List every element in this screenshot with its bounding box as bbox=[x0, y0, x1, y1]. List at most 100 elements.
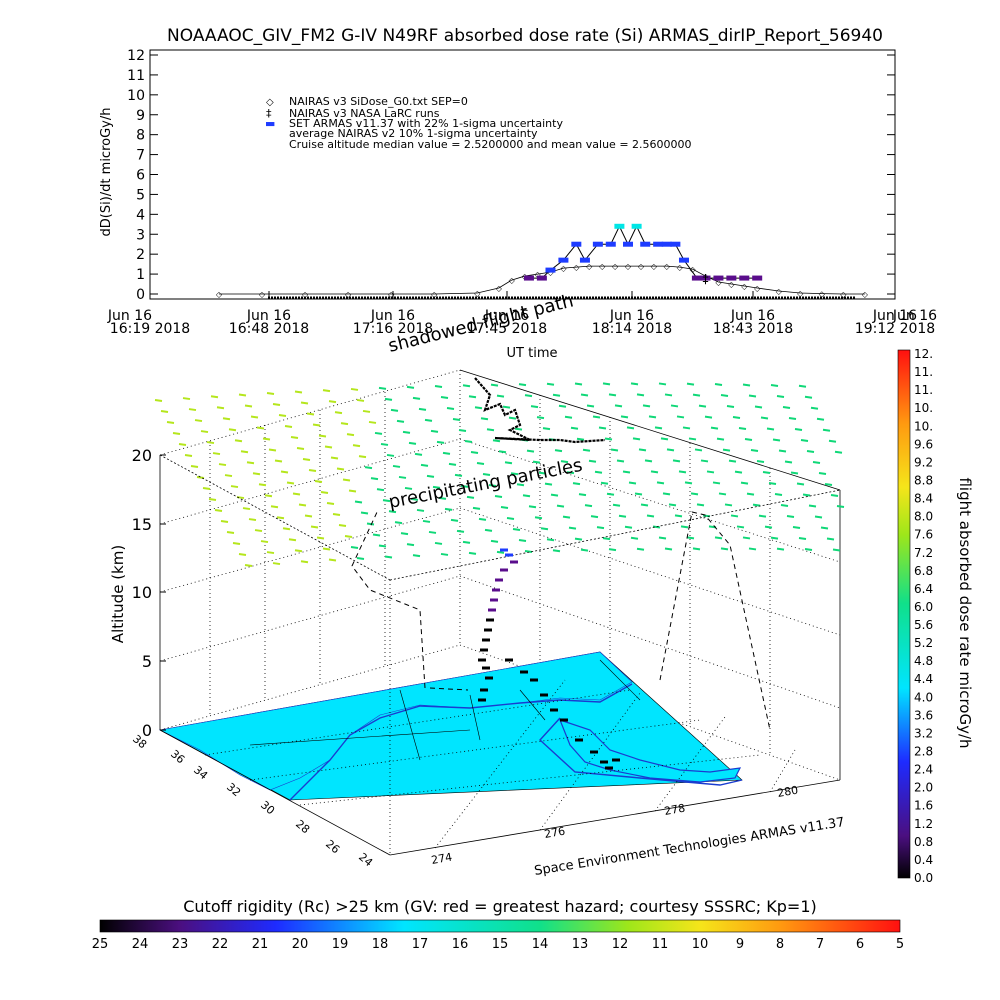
particle-mark bbox=[334, 411, 343, 415]
particle-mark bbox=[688, 437, 697, 441]
top-plot-frame bbox=[149, 49, 896, 300]
bottom-colorbar-ticks: 25 24 23 22 21 20 19 18 17 16 15 14 13 12 11 10 9 8 7 6 5 bbox=[92, 937, 904, 952]
particle-mark bbox=[598, 426, 607, 430]
particle-mark bbox=[620, 415, 629, 419]
particle-mark bbox=[230, 485, 239, 489]
particle-mark bbox=[564, 415, 573, 419]
particle-mark bbox=[218, 463, 227, 467]
particle-mark bbox=[400, 532, 409, 536]
right-colorbar-tick: 8.8 bbox=[914, 473, 933, 487]
legend-symbol-set-armas: ▬ bbox=[265, 117, 275, 130]
bottom-colorbar: Cutoff rigidity (Rc) >25 km (GV: red = g… bbox=[92, 897, 904, 952]
particle-mark bbox=[370, 477, 379, 481]
particle-mark bbox=[602, 537, 611, 541]
particle-mark bbox=[540, 527, 549, 531]
map-state-lines bbox=[249, 659, 641, 761]
legend-nasa-larc: NAIRAS v3 NASA LaRC runs bbox=[289, 107, 440, 120]
particle-mark bbox=[364, 466, 373, 470]
bottom-colorbar-tick: 7 bbox=[816, 937, 824, 952]
nairas-sidose-point: ◇ bbox=[509, 276, 516, 285]
particle-mark bbox=[458, 429, 467, 432]
particle-mark bbox=[586, 404, 595, 408]
y-tick-label: 5 bbox=[136, 187, 145, 203]
particle-mark bbox=[472, 506, 481, 510]
particle-mark bbox=[508, 416, 517, 420]
particle-mark bbox=[318, 434, 327, 438]
particle-mark bbox=[694, 448, 703, 452]
particle-mark bbox=[562, 515, 571, 519]
particle-mark bbox=[298, 503, 307, 507]
nairas-sidose-point: ◇ bbox=[715, 278, 722, 287]
particle-mark bbox=[260, 540, 269, 544]
right-colorbar-tick: 8.4 bbox=[914, 492, 933, 506]
bottom-colorbar-tick: 13 bbox=[572, 937, 589, 952]
lon-tick: 276 bbox=[543, 825, 566, 841]
right-colorbar-tick: 10. bbox=[914, 401, 933, 415]
particle-mark bbox=[698, 404, 707, 408]
particle-mark bbox=[388, 510, 397, 514]
particle-mark bbox=[804, 395, 813, 399]
particle-mark bbox=[276, 516, 285, 520]
particle-mark bbox=[590, 515, 599, 519]
particle-mark bbox=[350, 387, 359, 391]
particle-mark bbox=[246, 461, 255, 465]
particle-mark bbox=[574, 382, 583, 386]
particle-mark bbox=[522, 494, 531, 498]
particle-mark bbox=[432, 485, 441, 489]
particle-mark bbox=[800, 439, 809, 443]
nairas-sidose-point: ◇ bbox=[259, 290, 266, 299]
x-tick-date: Jun 16 bbox=[107, 308, 152, 324]
armas-point bbox=[739, 275, 750, 281]
particle-mark bbox=[774, 493, 783, 496]
particle-mark bbox=[250, 415, 259, 419]
particle-mark bbox=[826, 537, 835, 541]
particle-mark bbox=[474, 406, 483, 410]
particle-mark bbox=[554, 449, 563, 453]
bottom-colorbar-tick: 20 bbox=[292, 937, 309, 952]
particle-mark bbox=[662, 492, 671, 496]
particle-mark bbox=[500, 506, 509, 509]
particle-mark bbox=[278, 413, 287, 417]
particle-mark bbox=[526, 449, 535, 453]
armas-point bbox=[571, 241, 582, 247]
shadowed-flight-path-line bbox=[351, 509, 771, 731]
armas-point bbox=[545, 267, 556, 273]
armas-point bbox=[661, 241, 672, 247]
particle-mark bbox=[350, 545, 359, 549]
particle-mark bbox=[402, 430, 411, 434]
particle-mark bbox=[532, 460, 541, 464]
particle-mark bbox=[462, 540, 471, 544]
particle-mark bbox=[786, 515, 795, 518]
particle-mark bbox=[588, 459, 597, 463]
particle-mark bbox=[640, 503, 649, 507]
particle-mark bbox=[634, 492, 643, 496]
particle-mark bbox=[822, 428, 831, 432]
particle-mark bbox=[200, 430, 209, 434]
particle-mark bbox=[238, 393, 247, 397]
particle-mark bbox=[384, 555, 393, 559]
bottom-colorbar-tick: 12 bbox=[612, 937, 629, 952]
x-tick-time: 19:12 2018 bbox=[855, 321, 935, 337]
nairas-sidose-point: ◇ bbox=[573, 263, 580, 272]
particle-mark bbox=[658, 382, 667, 386]
particle-mark bbox=[358, 455, 367, 459]
particle-mark bbox=[684, 481, 693, 485]
armas-line bbox=[528, 225, 758, 279]
particle-mark bbox=[384, 397, 393, 401]
top-data-marks: ◇◇◇◇◇◇◇◇◇◇◇◇◇◇◇◇◇◇◇◇◇◇◇◇◇◇◇◇◇◇◇◇◇‡ bbox=[216, 223, 869, 299]
particle-mark bbox=[744, 438, 753, 441]
right-colorbar-tick: 11. bbox=[914, 365, 933, 379]
armas-point bbox=[579, 257, 590, 263]
x-tick-time: 18:43 2018 bbox=[713, 321, 793, 337]
particle-mark bbox=[770, 536, 779, 540]
particle-mark bbox=[524, 394, 533, 398]
top-x-axis-label: UT time bbox=[507, 346, 558, 361]
right-colorbar-tick: 2.0 bbox=[914, 781, 933, 795]
nairas-sidose-point: ◇ bbox=[625, 262, 632, 271]
nairas-sidose-point: ◇ bbox=[664, 262, 671, 271]
bottom-colorbar-tick: 17 bbox=[412, 937, 429, 952]
bottom-colorbar-tick: 21 bbox=[252, 937, 269, 952]
particle-mark bbox=[222, 417, 231, 421]
particle-mark bbox=[618, 514, 627, 518]
